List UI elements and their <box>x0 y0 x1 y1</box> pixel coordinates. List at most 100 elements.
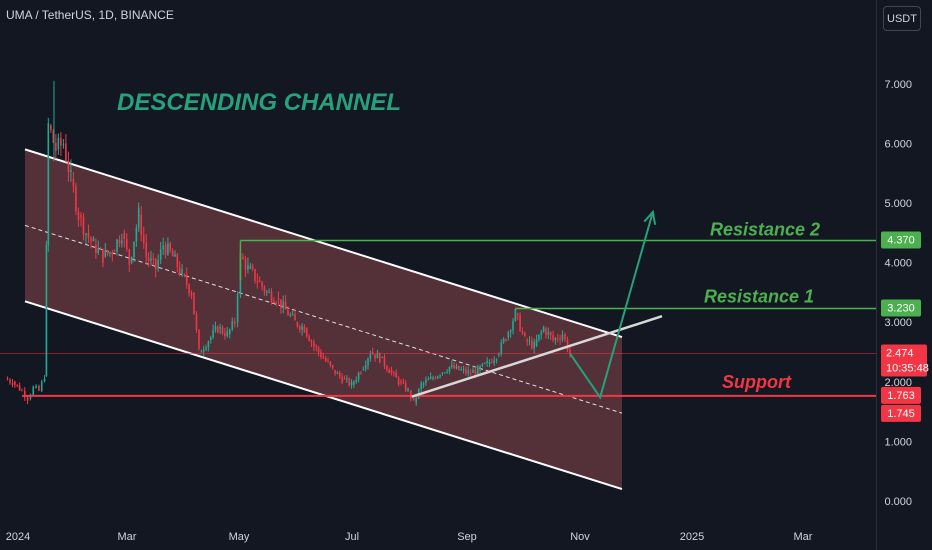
candle-body <box>45 244 48 376</box>
support-price-tag: 1.763 <box>887 390 915 402</box>
candle-body <box>448 366 451 372</box>
candle-body <box>469 372 472 374</box>
candle-body <box>566 339 569 351</box>
candle-body <box>491 361 493 363</box>
x-tick-label: Mar <box>118 531 137 543</box>
candle-body <box>118 239 121 244</box>
candle-body <box>317 347 320 353</box>
candle-body <box>512 320 514 331</box>
candle-body <box>32 386 35 396</box>
candle-body <box>315 346 318 348</box>
candle-body <box>439 375 441 377</box>
candle-body <box>376 353 379 359</box>
candle-body <box>476 366 479 374</box>
candle-body <box>176 254 179 268</box>
candle-body <box>40 381 43 391</box>
candle-body <box>200 351 203 353</box>
candle-body <box>410 390 412 399</box>
candle-body <box>217 326 219 333</box>
candle-body <box>554 337 557 341</box>
candle-body <box>341 376 343 383</box>
candle-body <box>183 274 186 276</box>
candle-body <box>481 363 484 367</box>
candle-body <box>441 372 444 374</box>
candle-body <box>313 342 315 347</box>
candle-body <box>346 378 348 380</box>
candle-body <box>327 360 329 362</box>
projection-arrow-head <box>643 209 657 225</box>
candle-body <box>301 326 303 330</box>
candle-body <box>85 233 87 235</box>
channel-fill <box>25 149 622 490</box>
candle-body <box>458 365 460 371</box>
candle-body <box>390 369 393 373</box>
candle-body <box>502 339 505 343</box>
candle-body <box>526 340 528 342</box>
candle-body <box>268 291 270 293</box>
candle-body <box>298 326 301 330</box>
candle-body <box>275 302 277 304</box>
candle-body <box>367 358 369 366</box>
candle-body <box>453 364 455 369</box>
candle-body <box>123 232 126 240</box>
candle-body <box>247 265 249 270</box>
candle-body <box>294 314 296 321</box>
candle-body <box>474 369 477 374</box>
chart-title: DESCENDING CHANNEL <box>117 89 401 116</box>
candle-body <box>106 250 109 254</box>
candle-body <box>516 313 519 315</box>
candle-body <box>154 258 157 270</box>
candle-body <box>164 244 167 255</box>
candle-body <box>422 382 425 385</box>
candle-body <box>140 214 143 236</box>
candle-body <box>465 369 467 374</box>
candle-body <box>348 378 350 386</box>
candle-body <box>559 339 561 341</box>
candle-body <box>383 356 386 367</box>
current-price-tag: 2.474 <box>886 348 914 360</box>
candle-body <box>397 377 400 385</box>
candle-body <box>524 332 526 337</box>
y-tick-label: 3.000 <box>884 317 912 329</box>
candle-body <box>224 333 226 337</box>
annotations-layer: Resistance 2 Resistance 1 Support DESCENDIN… <box>0 89 876 400</box>
candle-body <box>446 371 448 373</box>
candle-body <box>219 327 221 329</box>
candle-body <box>324 357 327 361</box>
candle-body <box>109 252 111 254</box>
candle-body <box>531 340 533 349</box>
candle-body <box>70 170 72 172</box>
candle-body <box>23 390 26 398</box>
secondary-price-tag-bg <box>881 404 921 422</box>
candle-body <box>350 381 353 386</box>
x-tick-label: Sep <box>457 531 477 543</box>
candle-body <box>104 250 107 257</box>
currency-button[interactable]: USDT <box>883 6 921 31</box>
candle-body <box>35 385 37 388</box>
candle-body <box>198 329 200 349</box>
candle-body <box>331 365 334 368</box>
candle-body <box>336 372 339 374</box>
candle-body <box>514 309 517 321</box>
candle-body <box>228 329 231 335</box>
candle-body <box>50 125 52 131</box>
candle-body <box>462 369 465 371</box>
projection-arrow-path <box>569 211 654 400</box>
candle-body <box>498 353 500 355</box>
candle-body <box>133 241 135 257</box>
symbol-label[interactable]: UMA / TetherUS, 1D, BINANCE <box>6 8 174 22</box>
candle-body <box>99 248 102 250</box>
candle-body <box>306 328 308 337</box>
candle-body <box>549 332 552 336</box>
candle-body <box>261 281 263 287</box>
candle-body <box>254 269 256 281</box>
candle-body <box>251 266 254 270</box>
candle-body <box>190 293 193 296</box>
y-tick-label: 7.000 <box>884 79 912 91</box>
candle-body <box>322 357 325 359</box>
resistance-2-label: Resistance 2 <box>710 220 820 240</box>
candle-body <box>451 364 453 367</box>
candle-body <box>353 381 355 385</box>
candle-body <box>420 383 423 390</box>
